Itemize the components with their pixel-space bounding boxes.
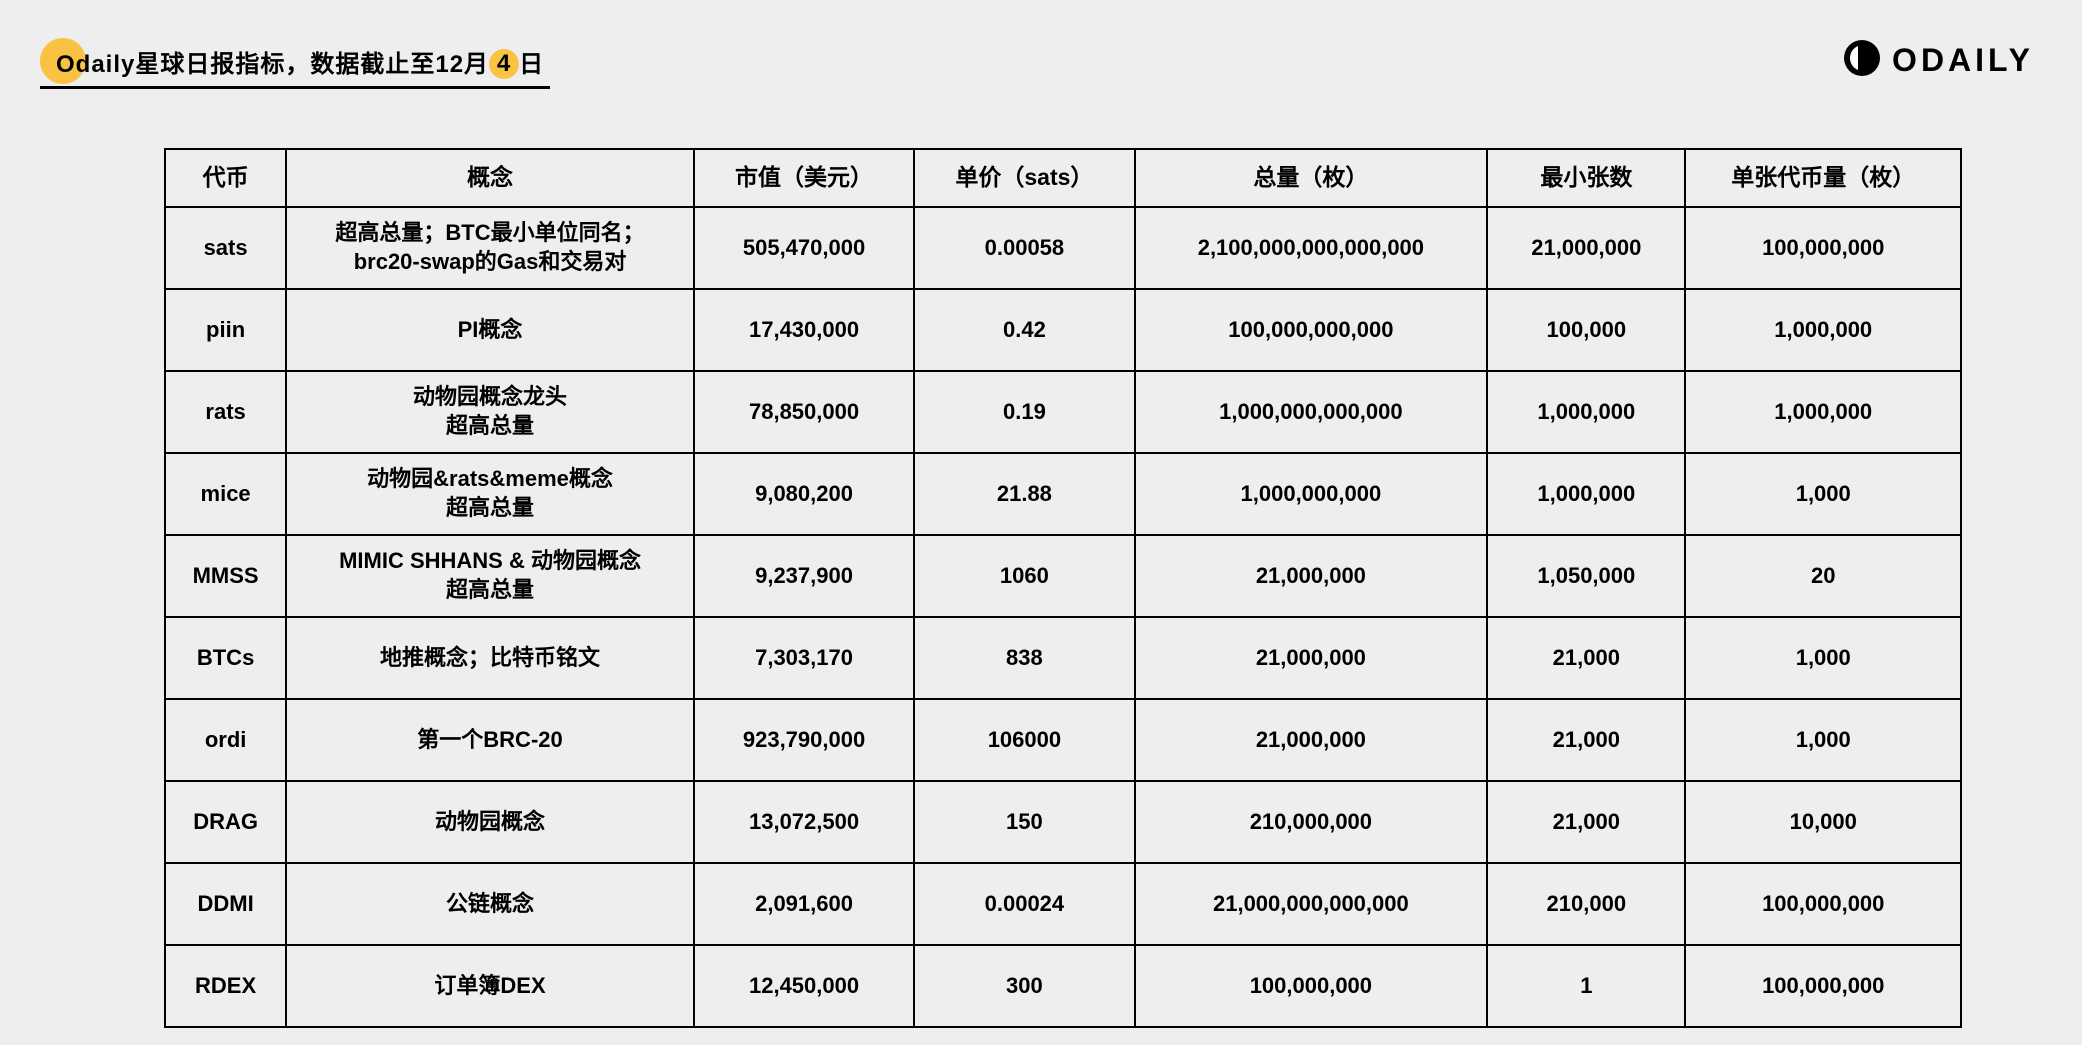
cell-concept: MIMIC SHHANS & 动物园概念超高总量 bbox=[286, 535, 694, 617]
cell-minsheets: 21,000 bbox=[1487, 781, 1685, 863]
cell-price: 1060 bbox=[914, 535, 1134, 617]
cell-persheet: 20 bbox=[1685, 535, 1961, 617]
cell-price: 0.00024 bbox=[914, 863, 1134, 945]
cell-concept: 公链概念 bbox=[286, 863, 694, 945]
cell-token: MMSS bbox=[165, 535, 286, 617]
cell-mcap: 17,430,000 bbox=[694, 289, 914, 371]
cell-mcap: 9,080,200 bbox=[694, 453, 914, 535]
cell-mcap: 923,790,000 bbox=[694, 699, 914, 781]
col-header-mcap: 市值（美元） bbox=[694, 149, 914, 207]
cell-minsheets: 1,000,000 bbox=[1487, 371, 1685, 453]
cell-mcap: 505,470,000 bbox=[694, 207, 914, 289]
cell-supply: 21,000,000 bbox=[1135, 617, 1488, 699]
cell-token: DDMI bbox=[165, 863, 286, 945]
cell-price: 106000 bbox=[914, 699, 1134, 781]
cell-supply: 100,000,000,000 bbox=[1135, 289, 1488, 371]
cell-mcap: 7,303,170 bbox=[694, 617, 914, 699]
table-row: MMSSMIMIC SHHANS & 动物园概念超高总量9,237,900106… bbox=[165, 535, 1961, 617]
brand: ODAILY bbox=[1844, 40, 2034, 81]
page-title: Odaily星球日报指标，数据截止至12月4日 bbox=[40, 44, 550, 89]
table-header-row: 代币概念市值（美元）单价（sats）总量（枚）最小张数单张代币量（枚） bbox=[165, 149, 1961, 207]
cell-concept: PI概念 bbox=[286, 289, 694, 371]
table-row: ordi第一个BRC-20923,790,00010600021,000,000… bbox=[165, 699, 1961, 781]
cell-minsheets: 1,050,000 bbox=[1487, 535, 1685, 617]
cell-minsheets: 100,000 bbox=[1487, 289, 1685, 371]
cell-price: 21.88 bbox=[914, 453, 1134, 535]
cell-supply: 21,000,000 bbox=[1135, 699, 1488, 781]
cell-supply: 210,000,000 bbox=[1135, 781, 1488, 863]
col-header-concept: 概念 bbox=[286, 149, 694, 207]
col-header-persheet: 单张代币量（枚） bbox=[1685, 149, 1961, 207]
cell-supply: 2,100,000,000,000,000 bbox=[1135, 207, 1488, 289]
cell-concept: 动物园&rats&meme概念超高总量 bbox=[286, 453, 694, 535]
cell-minsheets: 1 bbox=[1487, 945, 1685, 1027]
cell-price: 150 bbox=[914, 781, 1134, 863]
cell-token: rats bbox=[165, 371, 286, 453]
cell-persheet: 1,000 bbox=[1685, 699, 1961, 781]
cell-mcap: 13,072,500 bbox=[694, 781, 914, 863]
cell-mcap: 78,850,000 bbox=[694, 371, 914, 453]
col-header-price: 单价（sats） bbox=[914, 149, 1134, 207]
cell-mcap: 2,091,600 bbox=[694, 863, 914, 945]
col-header-supply: 总量（枚） bbox=[1135, 149, 1488, 207]
cell-minsheets: 21,000 bbox=[1487, 699, 1685, 781]
cell-token: ordi bbox=[165, 699, 286, 781]
cell-minsheets: 21,000,000 bbox=[1487, 207, 1685, 289]
cell-concept: 动物园概念 bbox=[286, 781, 694, 863]
cell-minsheets: 210,000 bbox=[1487, 863, 1685, 945]
cell-minsheets: 1,000,000 bbox=[1487, 453, 1685, 535]
cell-persheet: 100,000,000 bbox=[1685, 863, 1961, 945]
title-prefix: Odaily星球日报指标，数据截止至12月 bbox=[56, 51, 489, 78]
cell-token: DRAG bbox=[165, 781, 286, 863]
col-header-token: 代币 bbox=[165, 149, 286, 207]
cell-persheet: 100,000,000 bbox=[1685, 945, 1961, 1027]
title-highlight: 4 bbox=[489, 49, 519, 79]
cell-supply: 1,000,000,000,000 bbox=[1135, 371, 1488, 453]
table-row: mice动物园&rats&meme概念超高总量9,080,20021.881,0… bbox=[165, 453, 1961, 535]
table-row: BTCs地推概念；比特币铭文7,303,17083821,000,00021,0… bbox=[165, 617, 1961, 699]
cell-price: 0.00058 bbox=[914, 207, 1134, 289]
table-row: piinPI概念17,430,0000.42100,000,000,000100… bbox=[165, 289, 1961, 371]
cell-mcap: 12,450,000 bbox=[694, 945, 914, 1027]
cell-token: mice bbox=[165, 453, 286, 535]
cell-token: RDEX bbox=[165, 945, 286, 1027]
cell-persheet: 1,000 bbox=[1685, 617, 1961, 699]
cell-persheet: 1,000,000 bbox=[1685, 371, 1961, 453]
cell-supply: 100,000,000 bbox=[1135, 945, 1488, 1027]
brand-name: ODAILY bbox=[1892, 42, 2034, 79]
cell-concept: 地推概念；比特币铭文 bbox=[286, 617, 694, 699]
page-header: Odaily星球日报指标，数据截止至12月4日 bbox=[40, 44, 550, 89]
cell-token: BTCs bbox=[165, 617, 286, 699]
data-table: 代币概念市值（美元）单价（sats）总量（枚）最小张数单张代币量（枚） sats… bbox=[164, 148, 1962, 1028]
cell-concept: 订单簿DEX bbox=[286, 945, 694, 1027]
cell-persheet: 1,000 bbox=[1685, 453, 1961, 535]
cell-concept: 超高总量；BTC最小单位同名；brc20-swap的Gas和交易对 bbox=[286, 207, 694, 289]
table-row: RDEX订单簿DEX12,450,000300100,000,0001100,0… bbox=[165, 945, 1961, 1027]
table-row: sats超高总量；BTC最小单位同名；brc20-swap的Gas和交易对505… bbox=[165, 207, 1961, 289]
cell-price: 0.42 bbox=[914, 289, 1134, 371]
cell-concept: 动物园概念龙头超高总量 bbox=[286, 371, 694, 453]
cell-minsheets: 21,000 bbox=[1487, 617, 1685, 699]
cell-price: 838 bbox=[914, 617, 1134, 699]
data-table-wrap: 代币概念市值（美元）单价（sats）总量（枚）最小张数单张代币量（枚） sats… bbox=[164, 148, 1962, 1028]
table-row: rats动物园概念龙头超高总量78,850,0000.191,000,000,0… bbox=[165, 371, 1961, 453]
cell-persheet: 10,000 bbox=[1685, 781, 1961, 863]
cell-supply: 1,000,000,000 bbox=[1135, 453, 1488, 535]
cell-concept: 第一个BRC-20 bbox=[286, 699, 694, 781]
col-header-minsheets: 最小张数 bbox=[1487, 149, 1685, 207]
cell-supply: 21,000,000 bbox=[1135, 535, 1488, 617]
cell-mcap: 9,237,900 bbox=[694, 535, 914, 617]
cell-persheet: 1,000,000 bbox=[1685, 289, 1961, 371]
cell-price: 0.19 bbox=[914, 371, 1134, 453]
cell-token: piin bbox=[165, 289, 286, 371]
cell-price: 300 bbox=[914, 945, 1134, 1027]
table-row: DRAG动物园概念13,072,500150210,000,00021,0001… bbox=[165, 781, 1961, 863]
odaily-logo-icon bbox=[1844, 40, 1880, 81]
cell-supply: 21,000,000,000,000 bbox=[1135, 863, 1488, 945]
cell-persheet: 100,000,000 bbox=[1685, 207, 1961, 289]
cell-token: sats bbox=[165, 207, 286, 289]
table-row: DDMI公链概念2,091,6000.0002421,000,000,000,0… bbox=[165, 863, 1961, 945]
title-suffix: 日 bbox=[519, 51, 544, 78]
